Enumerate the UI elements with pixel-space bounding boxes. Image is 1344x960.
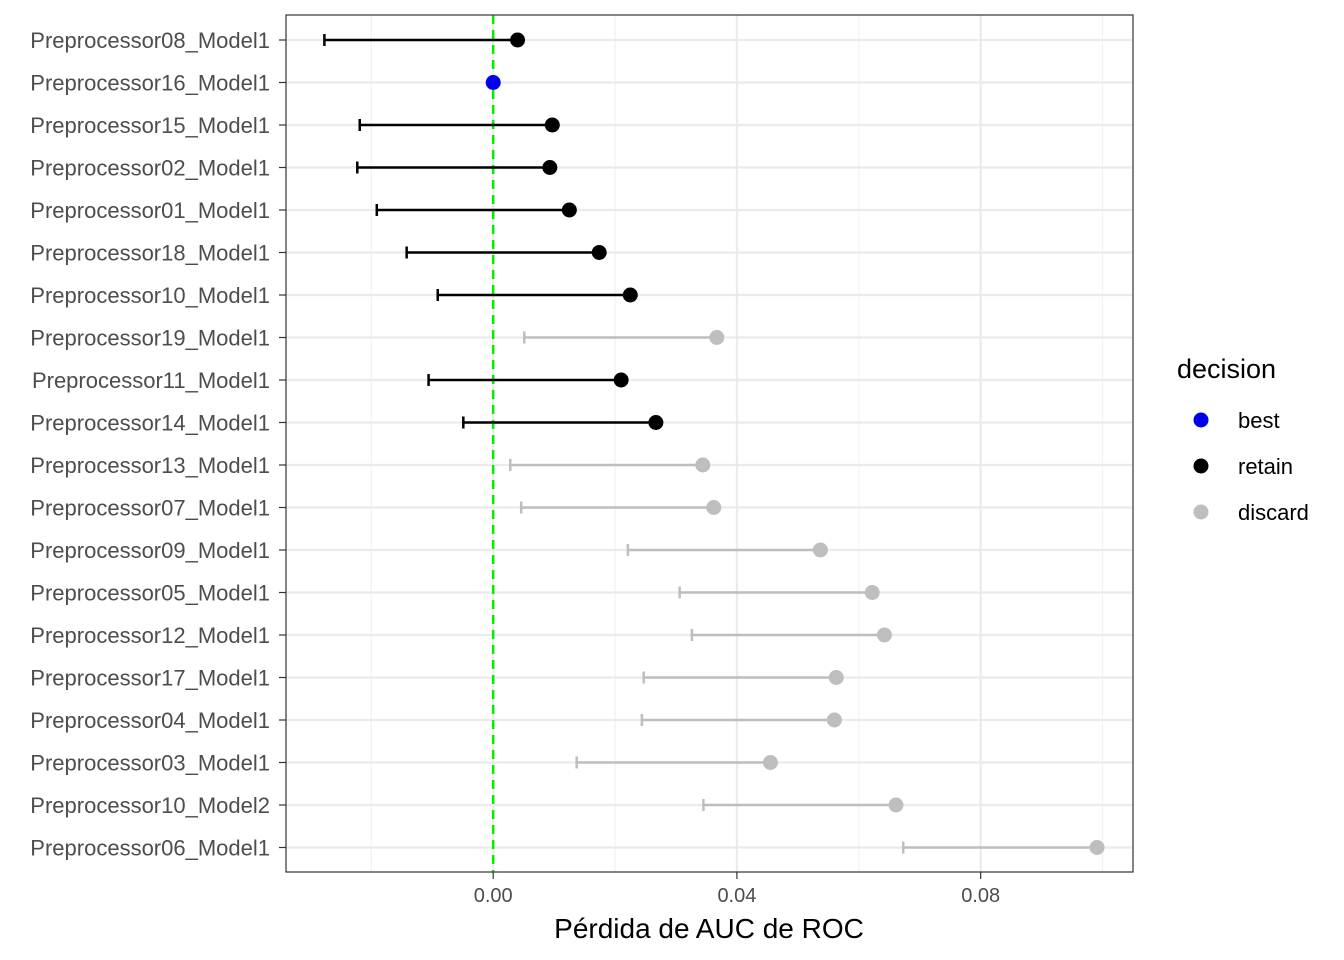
interval-preprocessor04-model1 [640,712,842,728]
interval-preprocessor01-model1 [375,202,577,218]
interval-preprocessor07-model1 [519,500,722,515]
interval-preprocessor16-model1 [485,75,501,90]
y-tick-label: Preprocessor13_Model1 [30,453,270,478]
y-tick-label: Preprocessor10_Model2 [30,793,270,818]
interval-preprocessor12-model1 [690,627,892,643]
y-tick-label: Preprocessor16_Model1 [30,71,270,96]
interval-preprocessor03-model1 [575,755,778,770]
interval-preprocessor15-model1 [358,117,560,133]
data-point [1089,840,1105,855]
interval-preprocessor19-model1 [523,330,725,345]
panel-border [285,14,1134,873]
y-tick-label: Preprocessor09_Model1 [30,538,270,563]
interval-preprocessor10-model1 [436,287,638,303]
data-point [613,372,629,388]
data-point [762,755,778,770]
legend: decision best retain discard [1177,354,1309,525]
legend-label-retain: retain [1238,454,1293,479]
legend-label-best: best [1238,408,1280,433]
interval-preprocessor18-model1 [405,245,607,260]
interval-preprocessor09-model1 [626,542,828,558]
data-point [591,245,607,260]
data-point [888,797,904,813]
data-point [706,500,722,515]
data-point [828,670,844,685]
data-point [709,330,725,345]
interval-preprocessor08-model1 [323,32,526,48]
y-tick-label: Preprocessor15_Model1 [30,113,270,138]
x-axis-title: Pérdida de AUC de ROC [554,913,864,944]
data-point [648,415,664,430]
y-tick-label: Preprocessor17_Model1 [30,666,270,691]
data-point [812,542,828,558]
interval-preprocessor11-model1 [427,372,629,388]
y-tick-label: Preprocessor12_Model1 [30,623,270,648]
x-axis: 0.00 0.04 0.08 [474,872,1000,907]
y-tick-label: Preprocessor03_Model1 [30,751,270,776]
data-point [876,627,892,643]
data-marks [323,32,1105,855]
legend-label-discard: discard [1238,500,1309,525]
y-tick-label: Preprocessor14_Model1 [30,411,270,436]
y-tick-label: Preprocessor10_Model1 [30,283,270,308]
legend-items: best retain discard [1193,408,1309,525]
y-tick-label: Preprocessor04_Model1 [30,708,270,733]
data-point [622,287,638,303]
x-tick-label: 0.04 [717,885,756,907]
data-point [561,202,577,218]
data-point [544,117,560,133]
data-point [826,712,842,728]
data-point [864,585,880,600]
interval-preprocessor10-model2 [702,797,904,813]
interval-preprocessor06-model1 [902,840,1105,855]
interval-preprocessor17-model1 [642,670,844,685]
y-tick-label: Preprocessor02_Model1 [30,156,270,181]
y-tick-label: Preprocessor18_Model1 [30,241,270,266]
legend-key-retain [1193,458,1209,474]
legend-key-best [1193,412,1209,428]
y-tick-label: Preprocessor19_Model1 [30,326,270,351]
data-point [510,32,526,48]
x-tick-label: 0.08 [961,885,1000,907]
interval-preprocessor05-model1 [678,585,880,600]
interval-preprocessor02-model1 [356,160,558,175]
data-point [695,457,711,473]
legend-key-discard [1193,504,1209,520]
interval-preprocessor13-model1 [508,457,711,473]
y-axis: Preprocessor08_Model1 Preprocessor16_Mode… [30,28,286,861]
y-tick-label: Preprocessor08_Model1 [30,28,270,53]
y-tick-label: Preprocessor01_Model1 [30,198,270,223]
x-tick-label: 0.00 [474,885,513,907]
interval-preprocessor14-model1 [462,415,664,430]
y-tick-label: Preprocessor11_Model1 [32,368,270,393]
y-tick-label: Preprocessor07_Model1 [30,496,270,521]
panel-background [286,15,1133,872]
y-tick-label: Preprocessor06_Model1 [30,836,270,861]
data-point [485,75,501,90]
legend-title: decision [1177,354,1276,384]
data-point [542,160,558,175]
y-tick-label: Preprocessor05_Model1 [30,581,270,606]
